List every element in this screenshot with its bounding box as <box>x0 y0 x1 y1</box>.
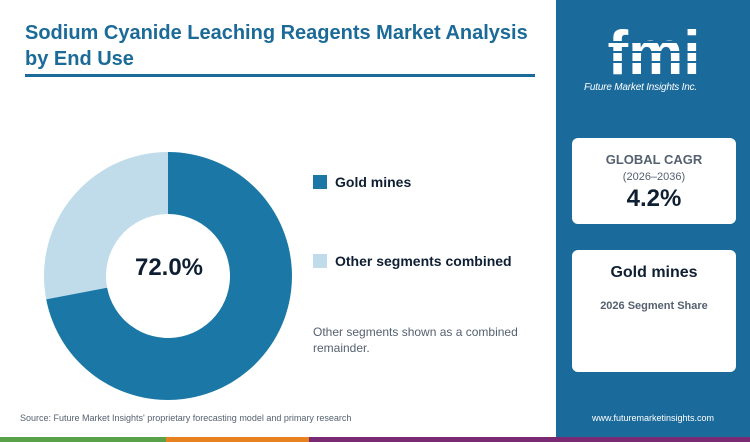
segment-name: Gold mines <box>610 264 698 281</box>
source-citation: Source: Future Market Insights' propriet… <box>20 413 352 423</box>
donut-center-label: 72.0% <box>134 254 204 281</box>
legend-label-gold-mines: Gold mines <box>335 174 412 190</box>
chart-note: Other segments shown as a combined remai… <box>313 325 518 355</box>
legend-item-gold-mines: Gold mines <box>313 174 411 190</box>
title-divider <box>25 74 535 77</box>
donut-slice-other-segments-combined <box>43 152 168 300</box>
website-url: www.futuremarketinsights.com <box>591 413 715 423</box>
logo-subtitle: Future Market Insights Inc. <box>584 82 697 93</box>
legend-swatch-gold-mines <box>313 175 327 189</box>
segment-card: Gold mines 2026 Segment Share <box>572 250 736 372</box>
cagr-card: GLOBAL CAGR (2026–2036) 4.2% <box>572 138 736 224</box>
legend-swatch-other-segments <box>313 254 327 268</box>
legend-item-other-segments: Other segments combined <box>313 253 512 269</box>
cagr-value: 4.2% <box>626 185 682 212</box>
donut-chart <box>43 152 292 400</box>
donut-slice-gold-mines <box>46 152 292 400</box>
legend-label-other-segments: Other segments combined <box>335 253 512 269</box>
cagr-period: (2026–2036) <box>622 171 686 183</box>
page-title: Sodium Cyanide Leaching Reagents Market … <box>25 22 528 70</box>
cagr-label: GLOBAL CAGR <box>605 152 703 167</box>
bottom-color-bar <box>0 437 750 442</box>
fmi-logo: fmi <box>584 19 724 88</box>
fmi-logo-letters: fmi <box>608 19 701 88</box>
bottom-bar-green <box>0 437 166 442</box>
segment-caption: 2026 Segment Share <box>600 300 708 312</box>
bottom-bar-purple <box>309 437 750 442</box>
bottom-bar-orange <box>166 437 309 442</box>
